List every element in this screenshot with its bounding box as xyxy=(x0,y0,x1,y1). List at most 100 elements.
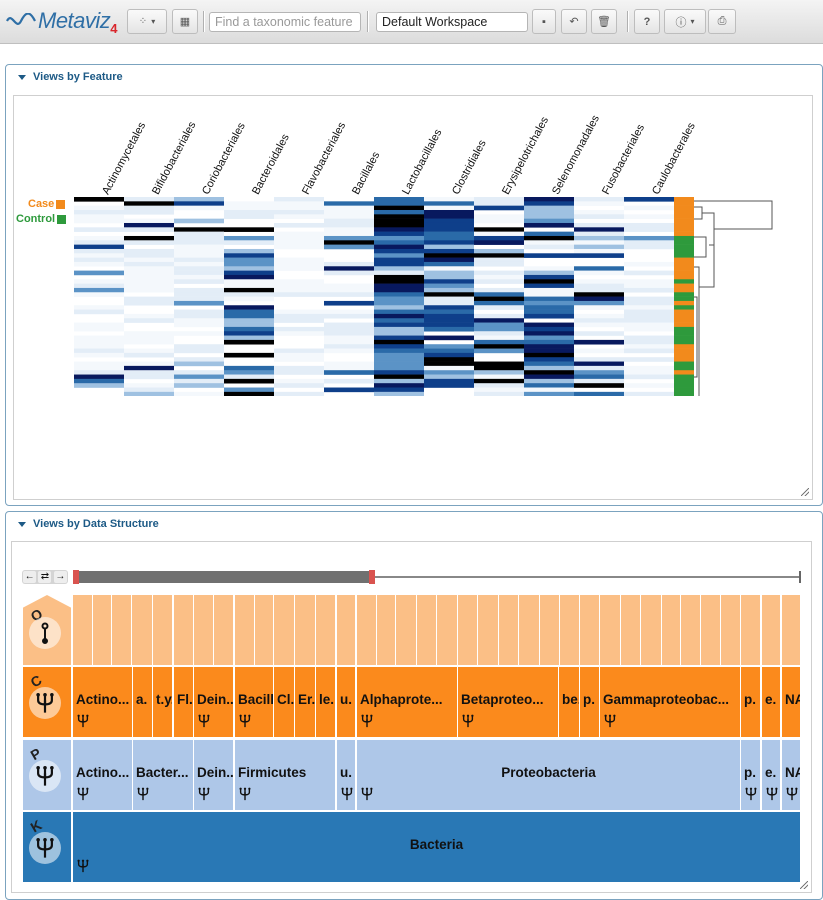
heatmap-cell[interactable] xyxy=(274,292,324,297)
heatmap-cell[interactable] xyxy=(574,240,624,245)
heatmap-cell[interactable] xyxy=(74,209,124,215)
heatmap-cell[interactable] xyxy=(124,391,174,396)
heatmap-cell[interactable] xyxy=(124,274,174,280)
workspace-name-input[interactable] xyxy=(376,12,528,32)
heatmap-cell[interactable] xyxy=(374,287,424,293)
heatmap-cell[interactable] xyxy=(124,261,174,267)
heatmap-cell[interactable] xyxy=(324,227,374,232)
tree-node-icon[interactable] xyxy=(744,787,758,806)
heatmap-cell[interactable] xyxy=(424,222,474,228)
heatmap-cell[interactable] xyxy=(174,240,224,245)
heatmap-cell[interactable] xyxy=(274,283,324,289)
icicle-node-order[interactable] xyxy=(357,595,376,665)
heatmap-cell[interactable] xyxy=(224,296,274,302)
heatmap-cell[interactable] xyxy=(124,300,174,306)
heatmap-cell[interactable] xyxy=(174,378,224,384)
heatmap-cell[interactable] xyxy=(324,361,374,367)
heatmap-cell[interactable] xyxy=(174,253,224,258)
icicle-node-phylum[interactable]: Actino... xyxy=(73,740,132,810)
icicle-node-order[interactable] xyxy=(132,595,152,665)
heatmap-cell[interactable] xyxy=(274,391,324,396)
level-header-class[interactable]: C xyxy=(23,667,71,737)
icicle-node-class[interactable]: Actino... xyxy=(73,667,132,737)
heatmap-cell[interactable] xyxy=(274,279,324,284)
heatmap-cell[interactable] xyxy=(474,300,524,306)
icicle-node-phylum[interactable]: e. xyxy=(762,740,780,810)
heatmap-cell[interactable] xyxy=(324,214,374,219)
heatmap-cell[interactable] xyxy=(624,270,674,276)
tree-node-icon[interactable] xyxy=(238,787,252,806)
heatmap-cell[interactable] xyxy=(324,283,374,289)
icicle-node-order[interactable] xyxy=(174,595,193,665)
heatmap-cell[interactable] xyxy=(474,248,524,254)
heatmap-cell[interactable] xyxy=(74,270,124,276)
heatmap-cell[interactable] xyxy=(424,279,474,284)
save-workspace-button[interactable]: ▪ xyxy=(532,9,556,34)
heatmap-cell[interactable] xyxy=(124,257,174,263)
heatmap-cell[interactable] xyxy=(524,283,574,289)
heatmap-cell[interactable] xyxy=(124,240,174,245)
heatmap-cell[interactable] xyxy=(574,374,624,380)
heatmap-cell[interactable] xyxy=(374,253,424,258)
heatmap-cell[interactable] xyxy=(474,339,524,345)
heatmap-cell[interactable] xyxy=(74,248,124,254)
heatmap-cell[interactable] xyxy=(224,227,274,232)
heatmap-cell[interactable] xyxy=(274,370,324,375)
icicle-node-order[interactable] xyxy=(600,595,620,665)
revert-button[interactable]: ↶ xyxy=(561,9,587,34)
heatmap-cell[interactable] xyxy=(624,370,674,375)
heatmap-cell[interactable] xyxy=(474,305,524,310)
heatmap-cell[interactable] xyxy=(74,335,124,341)
heatmap-cell[interactable] xyxy=(524,387,574,393)
heatmap-cell[interactable] xyxy=(424,261,474,267)
icicle-node-class[interactable]: Betaproteo... xyxy=(458,667,558,737)
heatmap-cell[interactable] xyxy=(474,313,524,319)
heatmap-cell[interactable] xyxy=(374,201,424,206)
heatmap-cell[interactable] xyxy=(324,331,374,336)
resize-handle[interactable] xyxy=(801,488,809,496)
heatmap-cell[interactable] xyxy=(224,387,274,393)
grid-button[interactable]: ▦ xyxy=(172,9,198,34)
heatmap-cell[interactable] xyxy=(474,270,524,276)
heatmap-cell[interactable] xyxy=(624,283,674,289)
heatmap-cell[interactable] xyxy=(474,344,524,349)
heatmap-cell[interactable] xyxy=(524,197,574,202)
heatmap-cell[interactable] xyxy=(474,240,524,245)
heatmap-cell[interactable] xyxy=(624,197,674,202)
heatmap-cell[interactable] xyxy=(474,318,524,323)
heatmap-cell[interactable] xyxy=(624,339,674,345)
tree-node-icon[interactable] xyxy=(461,714,475,733)
heatmap-cell[interactable] xyxy=(574,361,624,367)
heatmap-cell[interactable] xyxy=(474,365,524,371)
heatmap-cell[interactable] xyxy=(174,244,224,250)
heatmap-cell[interactable] xyxy=(174,261,224,267)
heatmap-cell[interactable] xyxy=(624,244,674,250)
heatmap-cell[interactable] xyxy=(524,266,574,271)
heatmap-cell[interactable] xyxy=(474,322,524,328)
heatmap-cell[interactable] xyxy=(624,348,674,354)
heatmap-cell[interactable] xyxy=(174,348,224,354)
heatmap-cell[interactable] xyxy=(174,318,224,323)
heatmap-cell[interactable] xyxy=(474,370,524,375)
heatmap-cell[interactable] xyxy=(124,197,174,202)
heatmap-cell[interactable] xyxy=(324,387,374,393)
tree-node-icon[interactable] xyxy=(360,787,374,806)
heatmap-cell[interactable] xyxy=(524,244,574,250)
heatmap-cell[interactable] xyxy=(524,300,574,306)
heatmap-cell[interactable] xyxy=(474,218,524,224)
heatmap-cell[interactable] xyxy=(74,309,124,315)
heatmap-cell[interactable] xyxy=(224,279,274,284)
heatmap-cell[interactable] xyxy=(474,227,524,232)
arrow-right-icon[interactable]: → xyxy=(53,571,67,583)
heatmap-cell[interactable] xyxy=(74,261,124,267)
heatmap-cell[interactable] xyxy=(74,344,124,349)
heatmap-cell[interactable] xyxy=(524,357,574,362)
heatmap-cell[interactable] xyxy=(474,383,524,388)
slider-selection[interactable] xyxy=(75,571,375,583)
heatmap-cell[interactable] xyxy=(374,348,424,354)
heatmap-cell[interactable] xyxy=(524,222,574,228)
heatmap-cell[interactable] xyxy=(574,357,624,362)
slider-right-handle[interactable] xyxy=(369,570,375,584)
heatmap-cell[interactable] xyxy=(174,331,224,336)
heatmap-cell[interactable] xyxy=(224,292,274,297)
